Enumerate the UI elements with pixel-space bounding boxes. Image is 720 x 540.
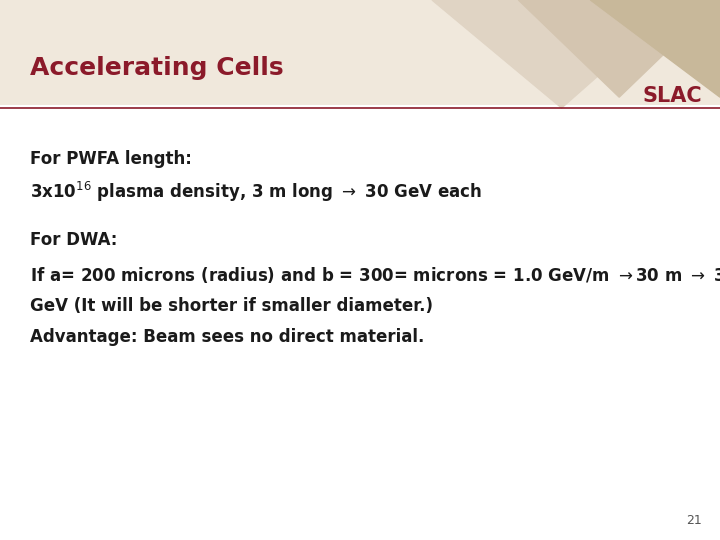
Polygon shape <box>590 0 720 97</box>
Text: GeV (It will be shorter if smaller diameter.): GeV (It will be shorter if smaller diame… <box>30 297 433 315</box>
Text: For PWFA length:: For PWFA length: <box>30 150 192 168</box>
Text: 21: 21 <box>686 514 702 526</box>
Text: SLAC: SLAC <box>642 86 702 106</box>
Polygon shape <box>518 0 720 97</box>
FancyBboxPatch shape <box>0 0 720 105</box>
Text: 3x10$^{16}$ plasma density, 3 m long $\rightarrow$ 30 GeV each: 3x10$^{16}$ plasma density, 3 m long $\r… <box>30 180 482 204</box>
Text: For DWA:: For DWA: <box>30 231 117 249</box>
Polygon shape <box>432 0 684 108</box>
Text: Advantage: Beam sees no direct material.: Advantage: Beam sees no direct material. <box>30 328 425 346</box>
Text: If a= 200 microns (radius) and b = 300= microns = 1.0 GeV/m $\rightarrow$30 m $\: If a= 200 microns (radius) and b = 300= … <box>30 265 720 286</box>
Text: Accelerating Cells: Accelerating Cells <box>30 56 284 79</box>
